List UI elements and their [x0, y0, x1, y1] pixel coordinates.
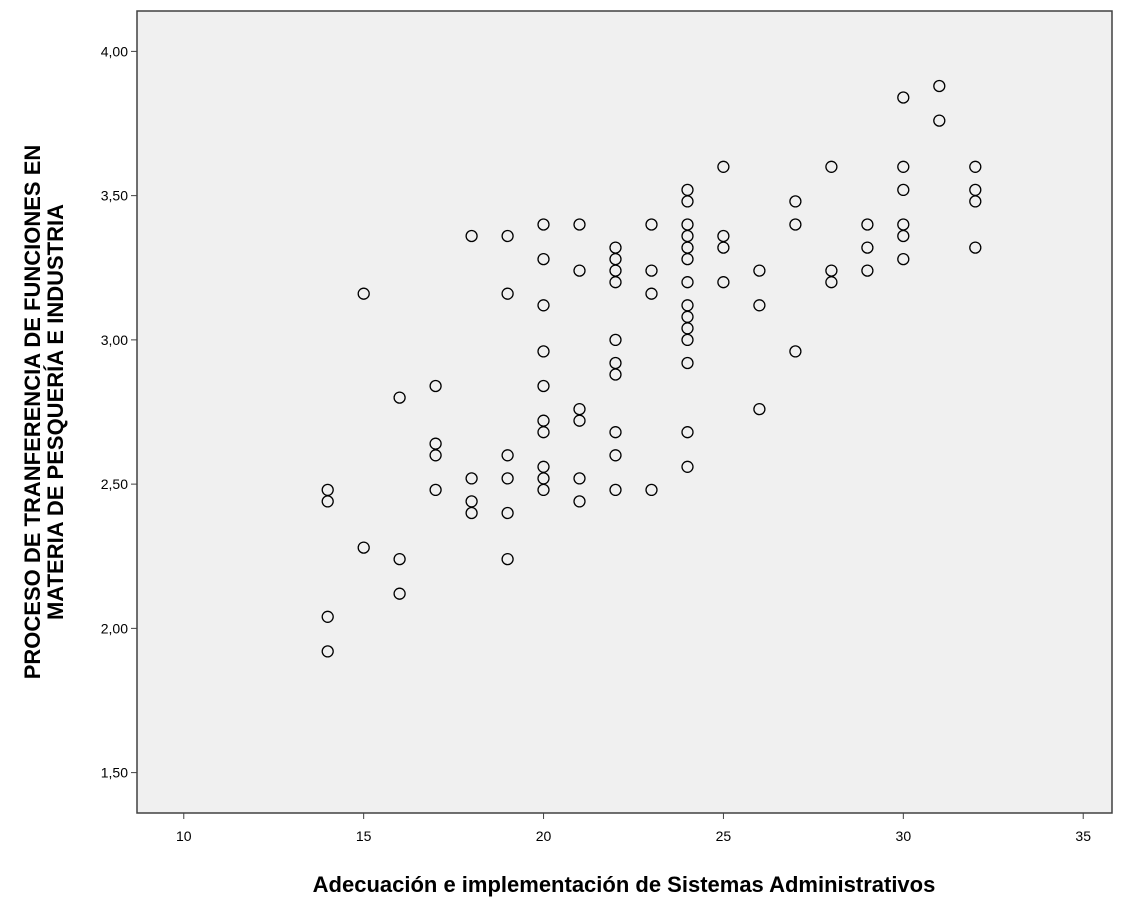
data-point [645, 287, 658, 300]
data-point [429, 483, 442, 497]
data-point [609, 276, 622, 289]
x-tick-label: 25 [716, 828, 732, 844]
y-axis-title-line-2: MATERIA DE PESQUERÍA E INDUSTRIA [43, 204, 68, 620]
data-point [321, 495, 334, 508]
data-point [753, 299, 766, 312]
data-point [429, 449, 442, 462]
data-point [537, 299, 550, 312]
data-point [645, 483, 658, 497]
data-point [897, 183, 910, 197]
data-point [897, 252, 910, 266]
y-axis-title-line-1: PROCESO DE TRANFERENCIA DE FUNCIONES EN [20, 145, 45, 680]
data-points [321, 79, 982, 658]
data-point [573, 414, 586, 427]
data-point [681, 356, 694, 370]
data-point [537, 252, 550, 266]
plot-area [136, 10, 1113, 814]
data-point [789, 195, 802, 208]
data-point [609, 368, 622, 381]
data-point [537, 218, 550, 231]
data-point [717, 276, 730, 289]
data-point [573, 495, 586, 508]
y-tick-label: 1,50 [101, 765, 128, 781]
data-point [537, 345, 550, 358]
data-point [501, 229, 514, 243]
data-point [609, 426, 622, 439]
x-tick-label: 20 [536, 828, 552, 844]
data-point [393, 391, 406, 404]
data-point [789, 345, 802, 358]
data-point [501, 506, 514, 520]
data-point [969, 241, 982, 254]
data-point [645, 264, 658, 277]
data-point [357, 541, 370, 554]
data-point [609, 483, 622, 497]
data-point [681, 276, 694, 289]
data-point [573, 264, 586, 277]
data-point [501, 552, 514, 566]
data-point [861, 218, 874, 231]
data-point [861, 241, 874, 254]
x-axis: 10 15 20 25 30 35 [176, 813, 1091, 844]
data-point [609, 333, 622, 347]
data-point [321, 610, 334, 623]
data-point [573, 218, 586, 231]
data-point [501, 472, 514, 485]
data-point [537, 426, 550, 439]
data-point [969, 195, 982, 208]
data-point [465, 506, 478, 520]
data-point [753, 264, 766, 277]
y-tick-label: 3,00 [101, 332, 128, 348]
data-point [681, 426, 694, 439]
data-point [933, 114, 946, 127]
x-tick-label: 10 [176, 828, 192, 844]
data-point [897, 160, 910, 173]
y-tick-label: 3,50 [101, 188, 128, 204]
data-point [537, 379, 550, 393]
x-axis-title: Adecuación e implementación de Sistemas … [313, 872, 936, 897]
data-point [681, 333, 694, 347]
data-point [465, 229, 478, 243]
data-point [321, 645, 334, 658]
y-axis-title: PROCESO DE TRANFERENCIA DE FUNCIONES EN … [20, 145, 68, 680]
y-axis: 1,50 2,00 2,50 3,00 3,50 4,00 [101, 43, 137, 781]
data-point [501, 287, 514, 300]
data-point [357, 287, 370, 300]
data-point [717, 241, 730, 254]
data-point [645, 218, 658, 231]
data-point [825, 276, 838, 289]
data-point [681, 252, 694, 266]
data-point [897, 91, 910, 104]
y-tick-label: 4,00 [101, 43, 128, 59]
data-point [861, 264, 874, 277]
data-point [465, 472, 478, 485]
data-point [969, 160, 982, 173]
data-point [897, 229, 910, 243]
data-point [933, 79, 946, 93]
y-tick-label: 2,00 [101, 620, 128, 636]
data-point [717, 160, 730, 173]
data-point [609, 449, 622, 462]
x-tick-label: 30 [896, 828, 912, 844]
data-point [501, 449, 514, 462]
data-point [789, 218, 802, 231]
data-point [681, 460, 694, 473]
x-tick-label: 15 [356, 828, 372, 844]
data-point [393, 587, 406, 600]
x-tick-label: 35 [1075, 828, 1091, 844]
y-tick-label: 2,50 [101, 476, 128, 492]
data-point [681, 195, 694, 208]
data-point [753, 402, 766, 416]
data-point [429, 379, 442, 393]
data-point [825, 160, 838, 173]
data-point [393, 552, 406, 566]
data-point [537, 483, 550, 497]
data-point [573, 472, 586, 485]
